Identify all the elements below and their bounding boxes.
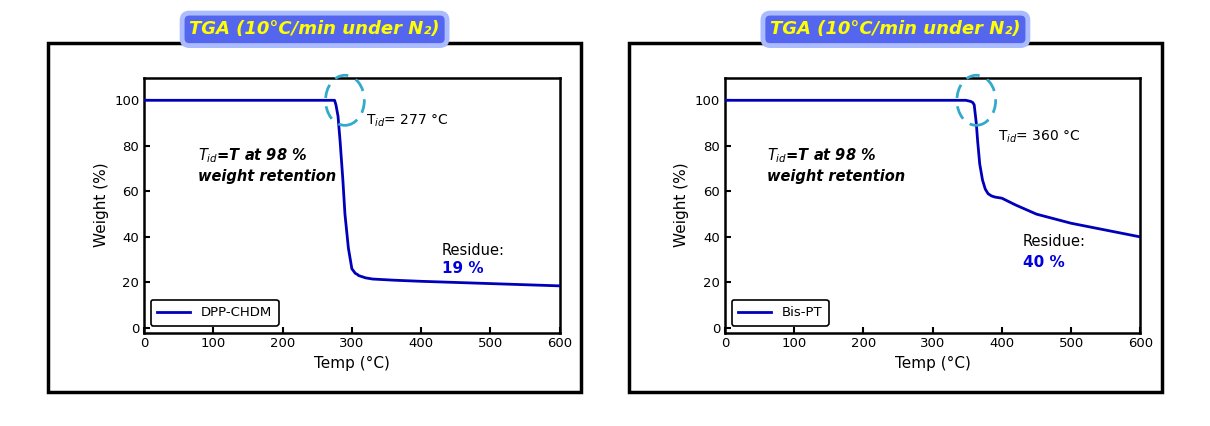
Text: TGA (10°C/min under N₂): TGA (10°C/min under N₂) <box>770 20 1021 38</box>
Text: T$_{id}$= 360 °C: T$_{id}$= 360 °C <box>998 129 1081 145</box>
Text: $T_{id}$=T at 98 %: $T_{id}$=T at 98 % <box>767 147 876 165</box>
X-axis label: Temp (°C): Temp (°C) <box>894 356 970 371</box>
X-axis label: Temp (°C): Temp (°C) <box>313 356 390 371</box>
Text: weight retention: weight retention <box>198 169 336 184</box>
Text: $T_{id}$=T at 98 %: $T_{id}$=T at 98 % <box>198 147 307 165</box>
Text: 19 %: 19 % <box>442 261 484 276</box>
Text: Residue:: Residue: <box>442 243 505 258</box>
Legend: Bis-PT: Bis-PT <box>732 300 829 326</box>
Text: weight retention: weight retention <box>767 169 905 184</box>
Legend: DPP-CHDM: DPP-CHDM <box>151 300 278 326</box>
Y-axis label: Weight (%): Weight (%) <box>674 163 690 248</box>
Text: TGA (10°C/min under N₂): TGA (10°C/min under N₂) <box>189 20 440 38</box>
Y-axis label: Weight (%): Weight (%) <box>93 163 109 248</box>
Text: 40 %: 40 % <box>1022 254 1065 270</box>
Text: T$_{id}$= 277 °C: T$_{id}$= 277 °C <box>365 112 448 129</box>
Text: Residue:: Residue: <box>1022 234 1085 249</box>
